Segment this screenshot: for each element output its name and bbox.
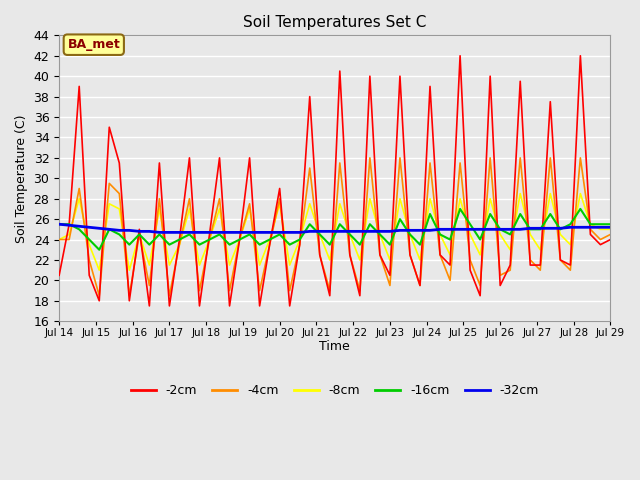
Y-axis label: Soil Temperature (C): Soil Temperature (C) (15, 114, 28, 242)
Legend: -2cm, -4cm, -8cm, -16cm, -32cm: -2cm, -4cm, -8cm, -16cm, -32cm (125, 379, 544, 402)
Text: BA_met: BA_met (67, 38, 120, 51)
Title: Soil Temperatures Set C: Soil Temperatures Set C (243, 15, 426, 30)
X-axis label: Time: Time (319, 339, 350, 352)
